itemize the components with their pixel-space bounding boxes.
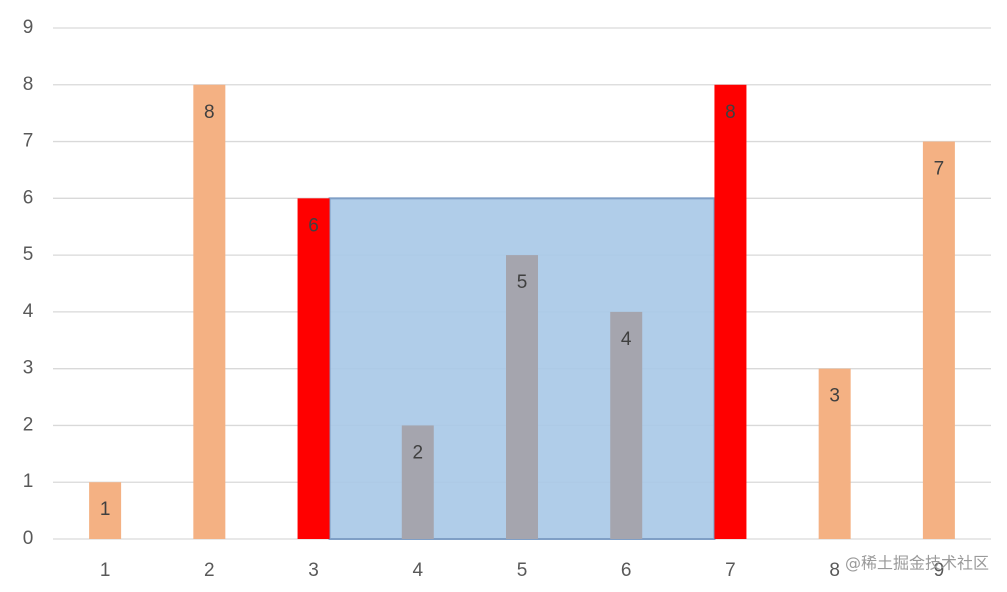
y-tick-label: 1	[23, 471, 34, 492]
data-label: 8	[725, 102, 736, 123]
bar	[506, 255, 538, 539]
y-tick-label: 4	[23, 301, 34, 322]
data-label: 3	[829, 386, 840, 407]
x-tick-label: 9	[934, 560, 945, 581]
y-tick-label: 8	[23, 74, 34, 95]
x-tick-label: 6	[621, 560, 632, 581]
data-label: 4	[621, 329, 632, 350]
y-tick-label: 5	[23, 244, 34, 265]
bar	[401, 425, 434, 539]
bar	[193, 84, 226, 540]
data-label: 2	[412, 442, 423, 463]
bar	[922, 141, 955, 540]
data-label: 8	[204, 102, 215, 123]
x-tick-label: 1	[100, 560, 111, 581]
x-tick-label: 7	[725, 560, 736, 581]
bar	[89, 482, 122, 539]
bar	[714, 84, 747, 540]
x-tick-label: 4	[412, 560, 423, 581]
x-tick-label: 8	[829, 560, 840, 581]
x-tick-label: 3	[308, 560, 319, 581]
y-tick-label: 9	[23, 17, 34, 38]
data-label: 7	[934, 159, 945, 180]
data-label: 6	[308, 215, 319, 236]
data-label: 1	[100, 499, 111, 520]
watermark: @稀土掘金技术社区	[845, 554, 989, 573]
y-tick-label: 3	[23, 358, 34, 379]
y-tick-label: 6	[23, 187, 34, 208]
bar	[610, 311, 643, 539]
data-label: 5	[517, 272, 528, 293]
x-tick-label: 2	[204, 560, 215, 581]
bar	[818, 368, 851, 539]
y-tick-label: 0	[23, 528, 34, 549]
y-tick-label: 2	[23, 414, 34, 435]
x-tick-label: 5	[517, 560, 528, 581]
y-tick-label: 7	[23, 131, 34, 152]
bar	[297, 198, 330, 540]
